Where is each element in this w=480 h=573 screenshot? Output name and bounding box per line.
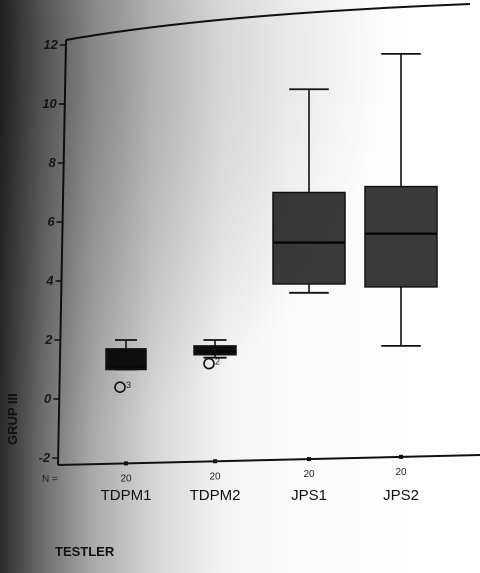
y-tick-label: 8 [48,155,56,170]
y-tick-label: 6 [47,214,55,229]
x-axis-categories: 20 TDPM1 20 TDPM2 20 JPS1 20 JPS2 [101,454,419,504]
y-tick-label: -2 [39,450,51,465]
category-label: TDPM2 [190,487,241,504]
outlier-point [203,357,215,370]
n-count-label: 20 [303,469,315,480]
x-tick-mark [213,459,217,464]
y-tick-label: 2 [44,332,53,347]
category-label: JPS1 [291,487,327,504]
n-label: N = [42,474,58,485]
x-axis-label: TESTLER [55,544,115,559]
y-tick-label: 4 [45,273,54,288]
n-count-label: 20 [209,471,221,482]
category-label: JPS2 [383,487,419,504]
outlier-label: 2 [215,357,220,367]
x-tick-mark [124,461,128,466]
n-count-label: 20 [120,473,132,484]
y-tick-label: 10 [42,96,57,111]
box-iqr [272,191,346,285]
box-iqr [364,185,438,288]
box-iqr [105,348,147,371]
y-axis-ticks: -2 0 2 4 6 8 10 12 [39,37,66,465]
y-tick-label: 12 [43,37,58,52]
x-tick-mark [399,454,403,459]
n-count-label: 20 [395,467,407,478]
box-iqr [193,345,237,356]
category-label: TDPM1 [101,487,152,504]
y-tick-label: 0 [44,391,52,406]
y-axis-label: GRUP III [5,393,20,445]
box-series: 32 [105,52,438,394]
x-axis-line [57,454,480,466]
outlier-point [114,381,126,394]
plot-frame-top [65,3,471,41]
outlier-label: 3 [126,380,131,390]
x-tick-mark [307,457,311,462]
y-axis-line [57,39,67,466]
